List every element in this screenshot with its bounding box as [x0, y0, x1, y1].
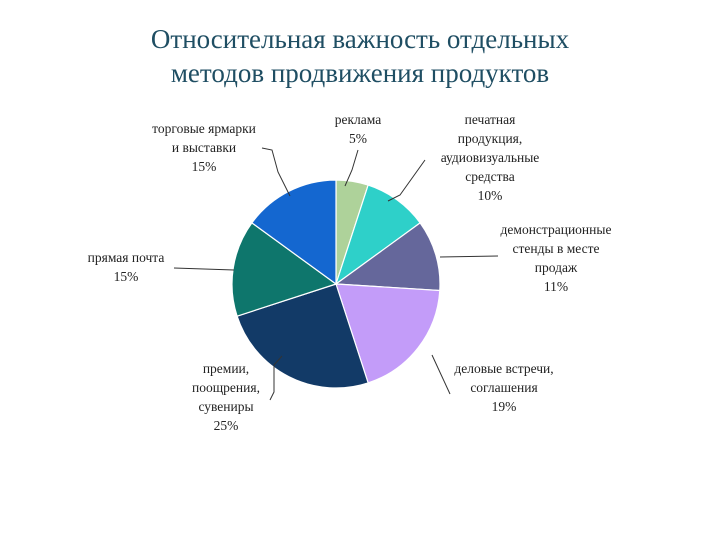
slice-name-line: прямая почта [88, 250, 165, 265]
slice-value-label: 10% [478, 188, 503, 203]
slice-value-label: 15% [192, 159, 217, 174]
leader-line [439, 255, 499, 258]
slice-name-line: стенды в месте [513, 241, 600, 256]
chart-title-line-1: Относительная важность отдельных [150, 24, 570, 54]
slice-label: демонстрационные стенды в месте продаж 11% [501, 222, 612, 294]
leader-line [344, 149, 359, 187]
leader-line [431, 354, 451, 395]
slice-name-line: торговые ярмарки [152, 121, 256, 136]
slice-name-line: деловые встречи, [454, 361, 553, 376]
slice-name-line: сувениры [198, 399, 253, 414]
slice-name-line: соглашения [470, 380, 537, 395]
pie-slice [335, 283, 441, 384]
slice-name-line: печатная [465, 112, 516, 127]
pie-slice [251, 179, 337, 286]
slice-label: деловые встречи, соглашения 19% [454, 361, 553, 414]
slice-value-label: 19% [492, 399, 517, 414]
leader-lines [173, 147, 499, 401]
slice-value-label: 5% [349, 131, 367, 146]
slice-label: печатная продукция, аудиовизуальные средств… [441, 112, 540, 203]
slice-labels: реклама 5% печатная продукция, аудиовизуальн… [88, 112, 612, 433]
slice-name-line: аудиовизуальные [441, 150, 540, 165]
pie-slice [231, 222, 338, 317]
chart-title: Относительная важность отдельных методов… [0, 22, 720, 90]
slice-name-line: продаж [535, 260, 578, 275]
slice-name-line: продукция, [458, 131, 523, 146]
slice-name-line: и выставки [172, 140, 236, 155]
leader-line [387, 159, 426, 202]
slice-value-label: 25% [214, 418, 239, 433]
pie-slice [236, 283, 369, 389]
leader-line [269, 355, 283, 401]
slice-name-line: премии, [203, 361, 249, 376]
slice-value-label: 11% [544, 279, 568, 294]
slice-value-label: 15% [114, 269, 139, 284]
slice-name-line: поощрения, [192, 380, 260, 395]
pie-slice [334, 222, 441, 292]
leader-line [261, 147, 291, 197]
pie-slices [231, 179, 441, 389]
slice-label: премии, поощрения, сувениры 25% [192, 361, 260, 433]
leader-line [173, 267, 235, 271]
slice-name-line: реклама [335, 112, 381, 127]
chart-title-line-2: методов продвижения продуктов [170, 58, 550, 88]
slice-label: реклама 5% [335, 112, 381, 146]
slice-label: торговые ярмарки и выставки 15% [152, 121, 256, 174]
slice-label: прямая почта 15% [88, 250, 165, 284]
slice-name-line: демонстрационные [501, 222, 612, 237]
slice-name-line: средства [465, 169, 515, 184]
